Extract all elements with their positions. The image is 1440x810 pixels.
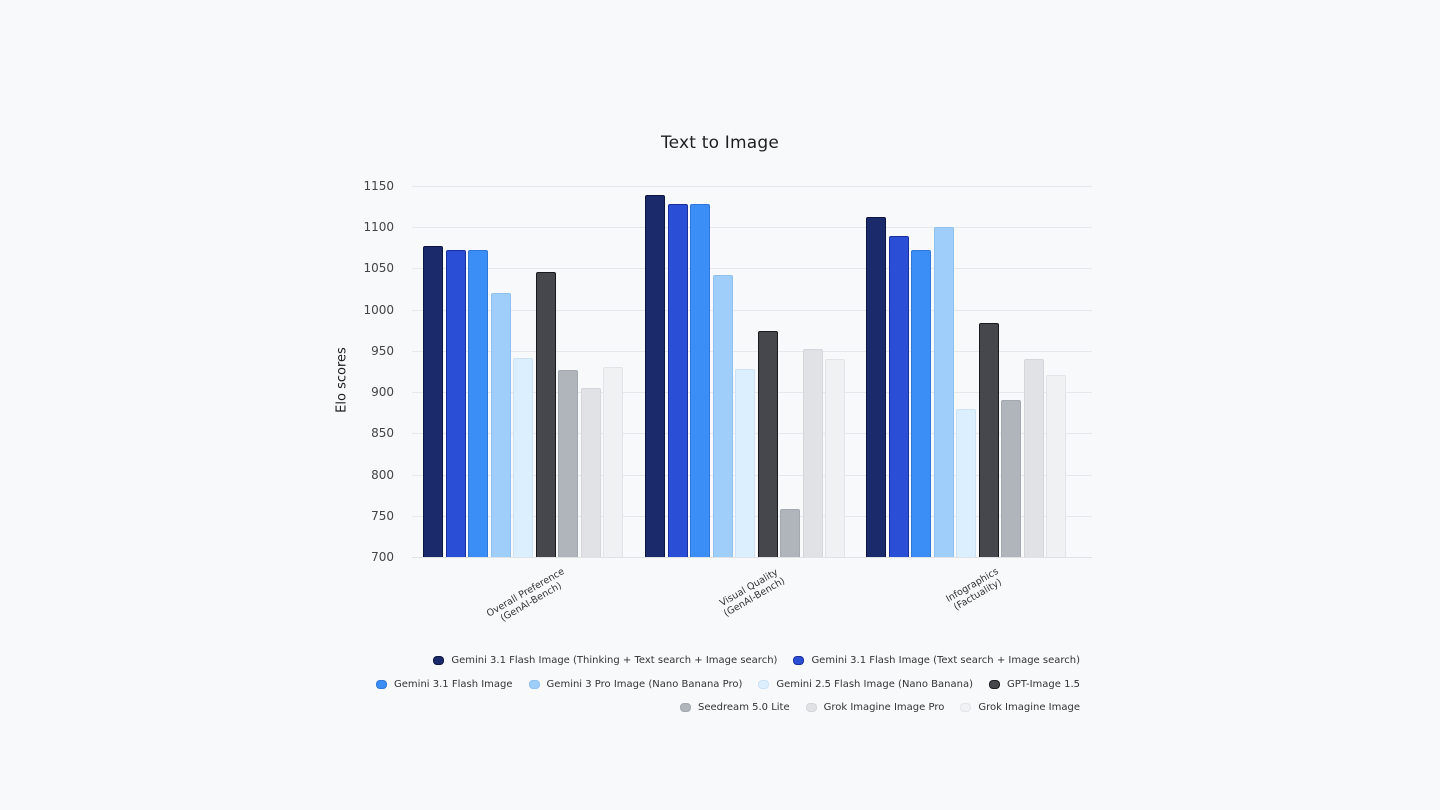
bar [580,388,601,557]
y-tick-label: 950 [371,343,394,358]
legend-item: Seedream 5.0 Lite [680,702,790,713]
legend-swatch-icon [680,703,692,712]
y-tick-label: 700 [371,550,394,564]
bar [911,250,931,557]
gridline [412,227,1092,229]
legend-row: Seedream 5.0 Lite Grok Imagine Image Pro G… [680,702,1080,713]
bar [468,250,488,557]
y-tick-label: 1150 [363,179,394,193]
y-tick-label: 800 [371,467,394,482]
gridline [412,309,1092,311]
legend-swatch-icon [793,656,805,665]
bar [603,367,623,557]
legend-label: Gemini 3.1 Flash Image (Text search + Im… [811,655,1080,666]
legend-label: GPT-Image 1.5 [1007,679,1080,690]
y-tick-label: 1050 [363,261,394,276]
bar [513,358,533,557]
legend-item: Gemini 3.1 Flash Image (Text search + Im… [793,655,1080,666]
bar [558,369,578,557]
y-tick-label: 1000 [363,302,394,317]
bar [933,227,954,557]
bar [1001,400,1021,557]
bar [535,271,556,557]
legend-label: Gemini 3.1 Flash Image [394,679,513,690]
legend-swatch-icon [960,703,972,712]
legend-label: Grok Imagine Image [978,702,1080,713]
legend-label: Gemini 2.5 Flash Image (Nano Banana) [776,679,974,690]
bar [645,195,665,557]
legend-item: Gemini 3.1 Flash Image (Thinking + Text … [433,655,777,666]
y-tick-label: 1100 [363,220,394,235]
legend-swatch-icon [758,680,770,689]
x-tick-label: Infographics (Factuality) [944,566,1004,614]
y-axis-label: Elo scores [334,347,350,413]
y-tick-label: 850 [371,426,394,441]
gridline [412,557,1092,558]
plot-area: 700 750 800 850 900 950 1000 1050 1100 1150 [363,179,1092,564]
legend-item: Grok Imagine Image [960,702,1080,713]
legend-item: Gemini 3 Pro Image (Nano Banana Pro) [528,679,743,690]
bar [490,293,511,557]
legend-label: Grok Imagine Image Pro [823,702,945,713]
legend-swatch-icon [805,703,817,712]
legend-label: Seedream 5.0 Lite [698,702,790,713]
gridline [412,350,1092,352]
legend-row: Gemini 3.1 Flash Image (Thinking + Text … [433,655,1080,666]
bar [757,331,778,557]
bar [866,217,886,557]
x-tick-label: Overall Preference (GenAI-Bench) [484,566,567,625]
bar [825,359,845,557]
bar [978,322,999,557]
legend-swatch-icon [989,680,1001,689]
bar [1023,359,1044,557]
y-tick-label: 750 [371,508,394,523]
bar [445,250,466,557]
legend-swatch-icon [433,656,445,665]
bar [690,204,710,557]
bar [1046,374,1066,557]
x-tick-label: Visual Quality (GenAI-Bench) [717,566,787,620]
chart-title: Text to Image [660,133,780,153]
bar [888,236,909,557]
legend-label: Gemini 3 Pro Image (Nano Banana Pro) [546,679,743,690]
bar [667,204,688,557]
bar [735,369,755,557]
legend-row: Gemini 3.1 Flash Image Gemini 3 Pro Image… [376,679,1080,690]
legend-item: Grok Imagine Image Pro [805,702,945,713]
legend-item: Gemini 3.1 Flash Image [376,679,513,690]
legend-label: Gemini 3.1 Flash Image (Thinking + Text … [451,655,778,666]
bar [423,246,443,557]
gridline [412,268,1092,270]
gridline [412,186,1092,187]
legend-swatch-icon [528,680,540,689]
bar [712,275,733,557]
bar [956,408,976,557]
bar [780,509,800,557]
legend-swatch-icon [376,680,388,689]
legend-item: Gemini 2.5 Flash Image (Nano Banana) [758,679,973,690]
y-tick-label: 900 [371,385,394,400]
legend-item: GPT-Image 1.5 [989,679,1080,690]
bar [802,349,823,557]
